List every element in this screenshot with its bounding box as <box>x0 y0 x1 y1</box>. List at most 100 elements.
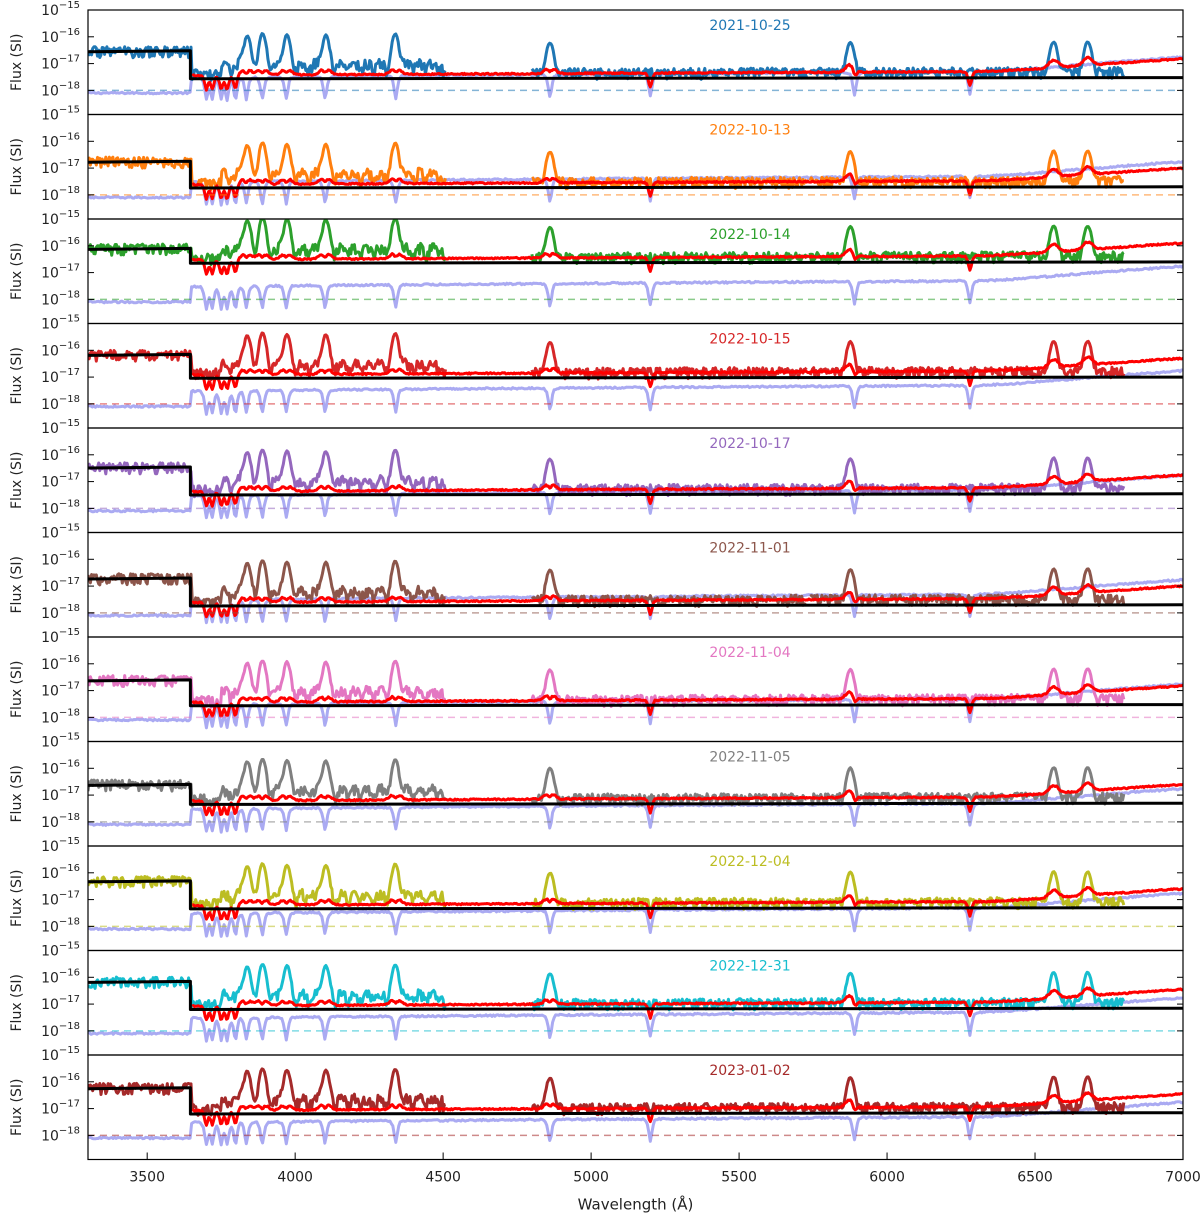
y-tick-label: 10−18 <box>41 1021 80 1040</box>
y-axis-label: Flux (SI) <box>9 452 25 510</box>
y-tick-label: 10−15 <box>41 314 80 333</box>
y-axis-label: Flux (SI) <box>9 765 25 823</box>
panel-date-label: 2022-10-15 <box>709 332 790 348</box>
fit-spectrum <box>191 55 1183 92</box>
model-continuum <box>88 246 1183 265</box>
y-tick-label: 10−17 <box>41 367 80 386</box>
observed-spectrum-segment-0 <box>88 219 447 267</box>
panel-2023-01-02: 10−15 10−16 10−17 10−18 Flux (SI) 2023-01-02 <box>9 1045 1184 1161</box>
observed-spectrum-segment-0 <box>88 1067 446 1117</box>
observed-spectrum-segment-0 <box>88 659 447 709</box>
model-continuum <box>88 159 1183 190</box>
model-continuum <box>88 782 1183 806</box>
y-tick-label: 10−16 <box>41 654 80 673</box>
y-tick-label: 10−15 <box>41 418 80 437</box>
x-tick-label: 7000 <box>1165 1170 1200 1186</box>
y-axis-label: Flux (SI) <box>9 243 25 301</box>
fit-spectrum <box>191 583 1183 619</box>
observed-spectrum-segment-0 <box>88 862 447 912</box>
y-axis-label: Flux (SI) <box>9 556 25 614</box>
y-tick-label: 10−18 <box>41 289 80 308</box>
panel-2022-12-04: 10−15 10−16 10−17 10−18 Flux (SI) 2022-12-04 <box>9 836 1184 952</box>
y-tick-label: 10−16 <box>41 340 80 359</box>
panel-date-label: 2022-12-04 <box>709 854 790 870</box>
y-tick-label: 10−17 <box>41 263 80 282</box>
y-tick-label: 10−18 <box>41 707 80 726</box>
model-continuum <box>88 1086 1183 1116</box>
observed-spectrum-segment-0 <box>88 559 446 609</box>
model-continuum <box>88 576 1183 608</box>
y-tick-label: 10−15 <box>41 732 80 751</box>
y-tick-label: 10−17 <box>41 681 80 700</box>
template-spectrum <box>88 1100 1183 1147</box>
panel-2022-10-17: 10−15 10−16 10−17 10−18 Flux (SI) 2022-10-17 <box>9 418 1184 534</box>
x-tick-label: 5500 <box>721 1170 757 1186</box>
x-axis-label: Wavelength (Å) <box>578 1195 694 1214</box>
y-tick-label: 10−17 <box>41 158 80 177</box>
panel-2022-11-01: 10−15 10−16 10−17 10−18 Flux (SI) 2022-11-01 <box>9 523 1184 638</box>
panel-frame <box>87 1054 1184 1161</box>
observed-spectrum-segment-0 <box>88 32 447 82</box>
y-tick-label: 10−15 <box>41 836 80 855</box>
panel-2022-11-04: 10−15 10−16 10−17 10−18 Flux (SI) 2022-11-04 <box>9 627 1184 743</box>
y-tick-label: 10−16 <box>41 236 80 255</box>
panel-date-label: 2021-10-25 <box>709 18 790 34</box>
panel-date-label: 2022-10-14 <box>709 227 790 243</box>
fit-spectrum <box>191 164 1183 201</box>
fit-spectrum <box>191 683 1183 718</box>
y-tick-label: 10−15 <box>41 209 80 228</box>
panel-date-label: 2023-01-02 <box>709 1063 790 1079</box>
y-tick-label: 10−16 <box>41 863 80 882</box>
panel-2022-10-14: 10−15 10−16 10−17 10−18 Flux (SI) 2022-10-14 <box>9 209 1184 325</box>
y-tick-label: 10−16 <box>41 131 80 150</box>
panel-frame <box>87 636 1184 743</box>
y-tick-label: 10−18 <box>41 603 80 622</box>
model-continuum <box>88 879 1183 911</box>
x-tick-label: 5000 <box>573 1170 609 1186</box>
y-tick-label: 10−17 <box>41 54 80 73</box>
y-tick-label: 10−18 <box>41 812 80 831</box>
observed-spectrum-segment-0 <box>88 331 447 382</box>
y-tick-label: 10−15 <box>41 1045 80 1064</box>
observed-spectrum-segment-2 <box>808 1075 1126 1116</box>
panel-2022-11-05: 10−15 10−16 10−17 10−18 Flux (SI) 2022-11-05 <box>9 732 1184 847</box>
fit-spectrum <box>191 885 1183 922</box>
panel-date-label: 2022-11-05 <box>709 750 790 766</box>
y-axis-label: Flux (SI) <box>9 347 25 405</box>
y-axis-label: Flux (SI) <box>9 1079 25 1137</box>
panel-date-label: 2022-12-31 <box>709 959 790 975</box>
model-continuum <box>88 465 1183 497</box>
fit-spectrum <box>191 355 1183 391</box>
y-tick-label: 10−16 <box>41 967 80 986</box>
y-tick-label: 10−17 <box>41 1099 80 1118</box>
y-axis-label: Flux (SI) <box>9 870 25 928</box>
y-tick-label: 10−17 <box>41 576 80 595</box>
template-spectrum <box>88 368 1183 416</box>
x-tick-label: 3500 <box>129 1170 165 1186</box>
fit-spectrum <box>191 472 1183 508</box>
x-tick-label: 4000 <box>277 1170 313 1186</box>
x-axis: 3500 4000 4500 5000 5500 6000 6500 7000 <box>129 1152 1200 1186</box>
y-tick-label: 10−16 <box>41 758 80 777</box>
y-tick-label: 10−15 <box>41 105 80 124</box>
panel-date-label: 2022-11-01 <box>709 541 790 557</box>
panel-2022-10-13: 10−15 10−16 10−17 10−18 Flux (SI) 2022-10-13 <box>9 105 1184 220</box>
model-continuum <box>88 352 1183 380</box>
y-tick-label: 10−18 <box>41 498 80 517</box>
y-tick-label: 10−16 <box>41 445 80 464</box>
panel-2022-12-31: 10−15 10−16 10−17 10−18 Flux (SI) 2022-12-31 <box>9 941 1184 1056</box>
y-tick-label: 10−17 <box>41 994 80 1013</box>
x-tick-label: 4500 <box>425 1170 461 1186</box>
x-tick-label: 6500 <box>1017 1170 1053 1186</box>
observed-spectrum-segment-0 <box>88 141 447 192</box>
y-tick-label: 10−15 <box>41 627 80 646</box>
panel-2022-10-15: 10−15 10−16 10−17 10−18 Flux (SI) 2022-10-15 <box>9 314 1184 429</box>
y-tick-label: 10−16 <box>41 549 80 568</box>
model-continuum <box>88 979 1183 1011</box>
y-axis-label: Flux (SI) <box>9 661 25 719</box>
y-tick-label: 10−15 <box>41 523 80 542</box>
panels-group: 10−15 10−16 10−17 10−18 Flux (SI) 2021-10-25 1… <box>9 0 1184 1161</box>
observed-spectrum-segment-2 <box>808 149 1125 190</box>
model-continuum <box>88 678 1183 708</box>
